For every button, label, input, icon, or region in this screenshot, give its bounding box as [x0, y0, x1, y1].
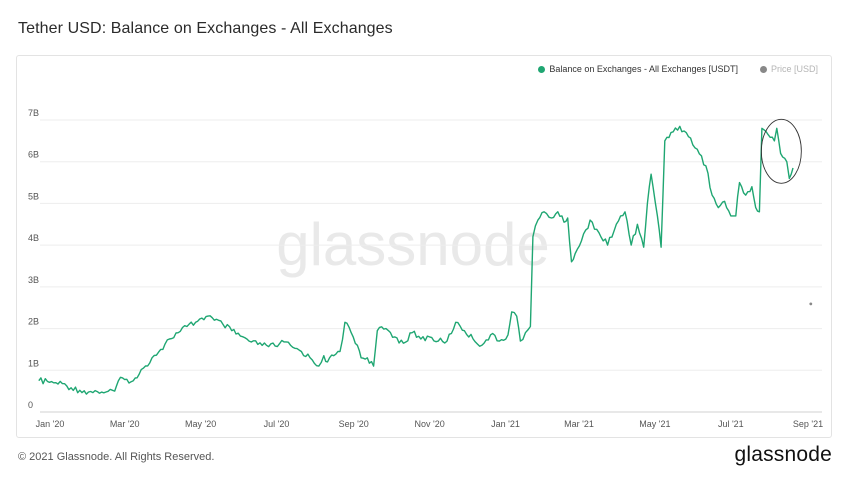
x-tick-label: Jan '20 [36, 419, 65, 429]
y-tick-label: 0 [28, 400, 33, 410]
legend-dot-price [759, 65, 767, 73]
x-tick-label: Sep '21 [793, 419, 823, 429]
x-tick-label: May '20 [185, 419, 216, 429]
legend-dot-balance [538, 65, 546, 73]
x-tick-label: Mar '21 [564, 419, 594, 429]
x-tick-label: Nov '20 [415, 419, 445, 429]
legend-label-balance: Balance on Exchanges - All Exchanges [US… [549, 64, 738, 74]
y-tick-label: 4B [28, 233, 39, 243]
y-tick-label: 5B [28, 191, 39, 201]
x-tick-label: Jan '21 [491, 419, 520, 429]
legend-item-balance[interactable]: Balance on Exchanges - All Exchanges [US… [538, 64, 738, 74]
price-point [809, 302, 813, 306]
y-tick-label: 6B [28, 150, 39, 160]
watermark: glassnode [276, 211, 550, 278]
legend-label-price: Price [USD] [770, 64, 818, 74]
y-tick-label: 1B [28, 358, 39, 368]
chart-panel [16, 55, 832, 438]
chart-legend: Balance on Exchanges - All Exchanges [US… [538, 64, 818, 74]
y-tick-label: 7B [28, 108, 39, 118]
series-line-balance [38, 125, 794, 395]
chart-title: Tether USD: Balance on Exchanges - All E… [18, 20, 393, 37]
y-tick-label: 2B [28, 317, 39, 327]
x-tick-label: Sep '20 [339, 419, 369, 429]
legend-item-price[interactable]: Price [USD] [759, 64, 818, 74]
copyright-text: © 2021 Glassnode. All Rights Reserved. [18, 451, 215, 463]
x-tick-label: May '21 [639, 419, 670, 429]
x-tick-label: Jul '21 [718, 419, 744, 429]
highlight-circle-annotation [760, 118, 802, 184]
y-tick-label: 3B [28, 275, 39, 285]
x-tick-label: Jul '20 [264, 419, 290, 429]
x-tick-label: Mar '20 [110, 419, 140, 429]
glassnode-logo[interactable]: glassnode [734, 443, 832, 466]
